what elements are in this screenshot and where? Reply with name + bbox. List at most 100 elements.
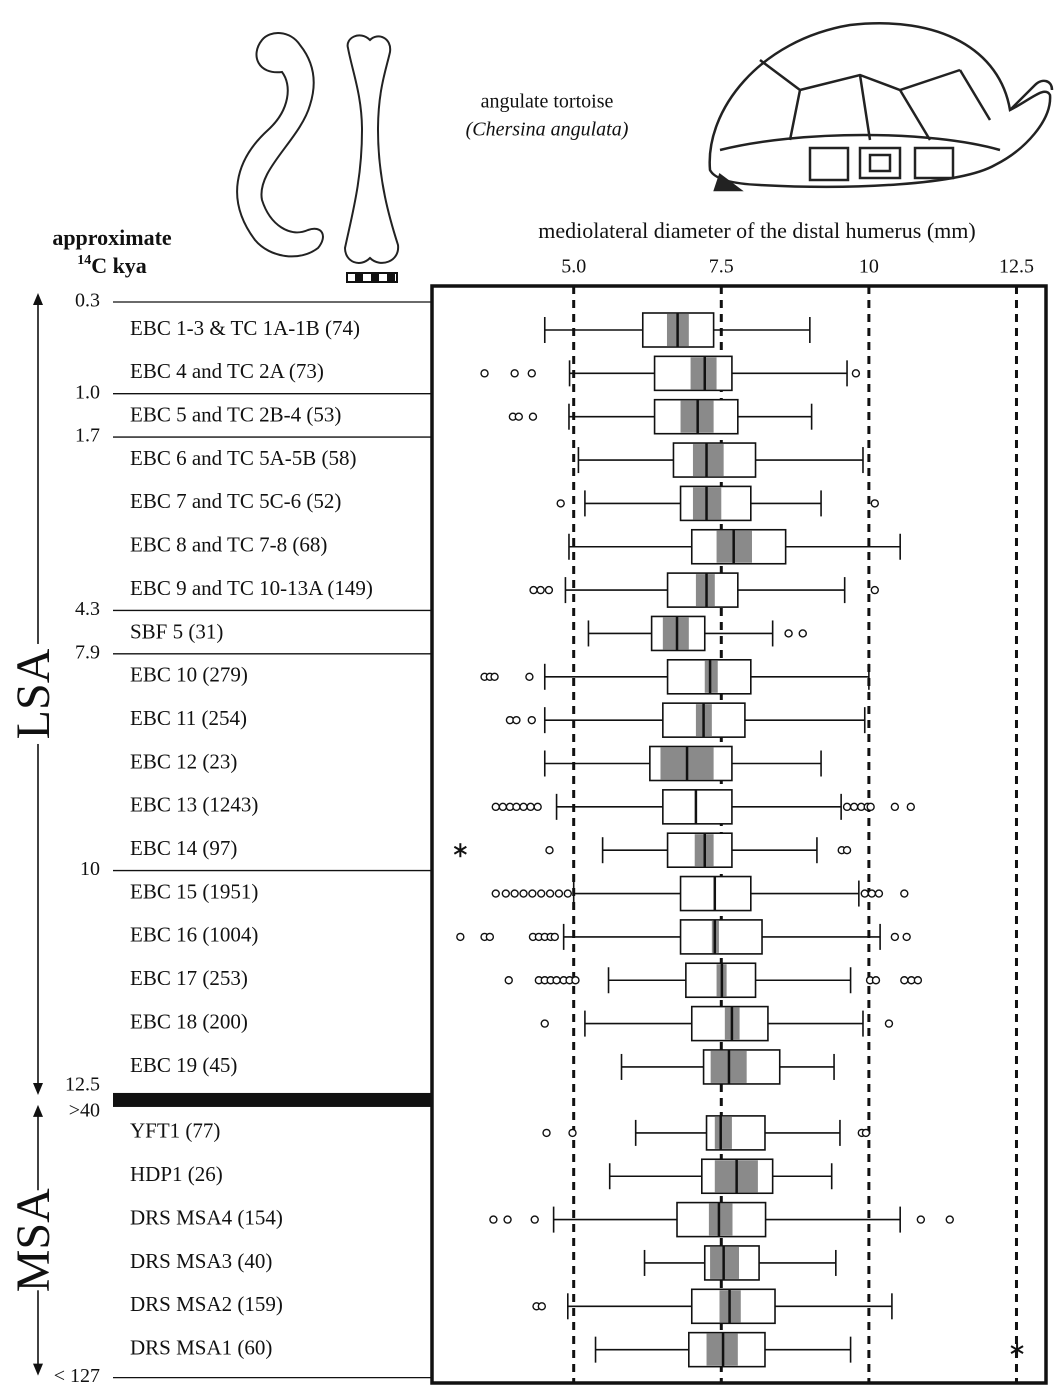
outlier (945, 1215, 954, 1224)
outlier (798, 629, 807, 638)
box (679, 919, 763, 955)
outlier (512, 715, 521, 725)
outlier (489, 1215, 498, 1224)
outlier (536, 585, 545, 595)
period-label-bg (18, 643, 58, 744)
age-label: 1.0 (75, 381, 100, 403)
y-axis-title: approximate (52, 225, 172, 250)
x-tick-label: 5.0 (561, 256, 586, 278)
age-label: < 127 (54, 1365, 100, 1386)
outlier (916, 1215, 926, 1224)
age-label: 0.3 (75, 290, 100, 312)
row-label: EBC 16 (1004) (130, 923, 258, 947)
y-axis-unit-text: C kya (91, 253, 147, 278)
outlier (550, 932, 559, 942)
outlier (510, 369, 519, 378)
outlier (525, 672, 534, 681)
outlier (568, 1128, 577, 1138)
period-label: LSA (7, 648, 60, 739)
outlier (501, 889, 510, 898)
outlier (866, 802, 875, 812)
row-label: EBC 11 (254) (130, 706, 247, 730)
row-label: EBC 5 and TC 2B-4 (53) (130, 403, 341, 427)
row-label: EBC 13 (1243) (130, 793, 258, 817)
age-label: >40 (69, 1099, 100, 1121)
outlier (842, 846, 852, 855)
outlier (913, 976, 923, 985)
outlier (890, 932, 900, 942)
row-label: EBC 10 (279) (130, 663, 248, 687)
outlier (527, 715, 536, 725)
outlier (542, 1128, 551, 1138)
scale-bar (346, 272, 398, 283)
row-label: EBC 6 and TC 5A-5B (58) (130, 446, 357, 470)
outlier (871, 976, 881, 985)
arrow-head (33, 293, 43, 305)
outlier (900, 976, 909, 985)
tortoise-drawing (708, 22, 1054, 192)
outlier (870, 585, 879, 595)
outlier (526, 802, 535, 812)
outlier (537, 1302, 547, 1311)
annotation-common-name: angulate tortoise (481, 91, 614, 113)
outlier (528, 889, 537, 898)
row-label: EBC 15 (1951) (130, 879, 258, 903)
row-label: EBC 8 and TC 7-8 (68) (130, 533, 327, 557)
outlier (540, 1019, 549, 1028)
outlier (498, 802, 508, 812)
row-label: DRS MSA4 (154) (130, 1205, 283, 1229)
row-label: EBC 7 and TC 5C-6 (52) (130, 489, 341, 513)
outlier (545, 846, 554, 855)
humerus-drawing (236, 32, 400, 264)
row-label: DRS MSA3 (40) (130, 1249, 272, 1273)
outlier (545, 889, 555, 898)
outlier (530, 1215, 539, 1224)
row-label: DRS MSA1 (60) (130, 1335, 272, 1359)
outlier (554, 889, 564, 898)
outlier (519, 802, 528, 812)
outlier (519, 889, 528, 898)
box (662, 789, 733, 825)
x-tick-label: 12.5 (999, 256, 1034, 278)
arrow-head (33, 1363, 43, 1376)
age-label: 1.7 (75, 425, 100, 447)
outlier (533, 802, 542, 812)
outlier (529, 585, 538, 595)
outlier (563, 889, 572, 898)
outlier (849, 802, 859, 812)
outlier (456, 932, 465, 942)
outlier (571, 976, 580, 985)
row-label: EBC 1-3 & TC 1A-1B (74) (130, 316, 360, 340)
outlier (902, 932, 911, 942)
arrow-head (33, 1104, 43, 1117)
x-tick-label: 7.5 (709, 256, 734, 278)
outlier (544, 585, 554, 595)
row-label: EBC 9 and TC 10-13A (149) (130, 576, 373, 600)
extreme-stroke (453, 845, 467, 855)
row-label: EBC 4 and TC 2A (73) (130, 359, 324, 383)
outlier (512, 802, 521, 812)
row-label: EBC 18 (200) (130, 1009, 248, 1033)
y-axis-unit-sup: 14 (77, 253, 91, 268)
row-label: EBC 19 (45) (130, 1053, 237, 1077)
outlier (884, 1019, 894, 1028)
median-ci (708, 1203, 733, 1236)
outlier (490, 672, 499, 681)
plot-frame (430, 284, 1048, 1385)
period-label: MSA (7, 1188, 60, 1292)
age-label: 10 (80, 858, 100, 880)
outlier (491, 889, 500, 898)
row-label: DRS MSA2 (159) (130, 1292, 283, 1316)
outlier (861, 1128, 871, 1138)
row-label: SBF 5 (31) (130, 619, 223, 643)
outlier (890, 802, 900, 812)
outlier (552, 976, 561, 985)
outlier (784, 629, 793, 638)
annotation-scientific-name: (Chersina angulata) (466, 119, 629, 141)
outlier (874, 889, 884, 898)
outlier (900, 889, 909, 898)
arrow-head (33, 1082, 43, 1095)
outlier (528, 412, 538, 421)
outlier (556, 499, 565, 508)
